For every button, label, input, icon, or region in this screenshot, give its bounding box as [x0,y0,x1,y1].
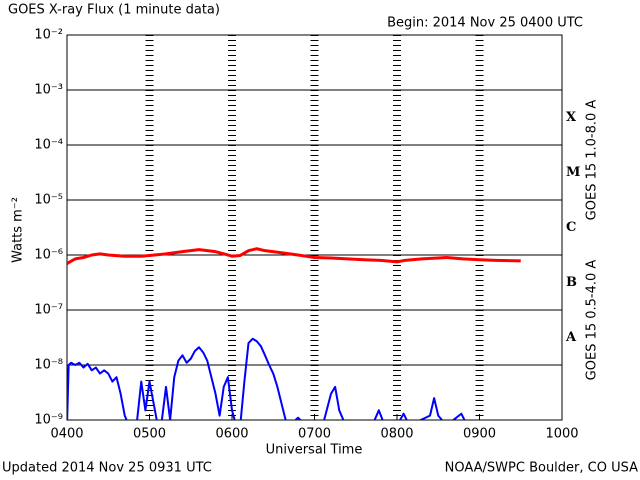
legend-entry: GOES 15 0.5-4.0 A [585,260,600,381]
footer-left: Updated 2014 Nov 25 0931 UTC [2,461,212,476]
y-tick-label: 10⁻⁴ [34,138,63,153]
x-tick-label: 1000 [545,427,578,442]
y-tick-label: 10⁻⁵ [34,193,63,208]
y-axis-label: Watts m⁻² [11,197,26,263]
y-tick-label: 10⁻⁷ [34,303,63,318]
x-tick-label: 0700 [298,427,331,442]
flare-class-label: M [566,165,580,180]
legend-entry: GOES 15 1.0-8.0 A [585,100,600,221]
x-axis-label: Universal Time [266,443,363,458]
flare-class-label: A [565,330,577,345]
footer-right: NOAA/SWPC Boulder, CO USA [445,461,638,476]
x-tick-label: 0800 [380,427,413,442]
x-tick-label: 0600 [215,427,248,442]
y-tick-label: 10⁻⁸ [34,358,63,373]
y-tick-label: 10⁻⁹ [34,413,63,428]
y-tick-label: 10⁻³ [34,83,63,98]
chart-title: GOES X-ray Flux (1 minute data) [8,3,220,18]
y-tick-label: 10⁻⁶ [34,248,63,263]
series-line [67,247,521,265]
chart-subtitle: Begin: 2014 Nov 25 0400 UTC [387,16,583,31]
x-tick-label: 0900 [463,427,496,442]
x-tick-label: 0400 [50,427,83,442]
x-tick-label: 0500 [133,427,166,442]
series-line [67,337,466,420]
flare-class-label: X [566,110,577,125]
plot-frame [66,34,563,421]
flare-class-label: C [566,220,576,235]
y-tick-label: 10⁻² [34,28,63,43]
flare-class-label: B [566,275,577,290]
